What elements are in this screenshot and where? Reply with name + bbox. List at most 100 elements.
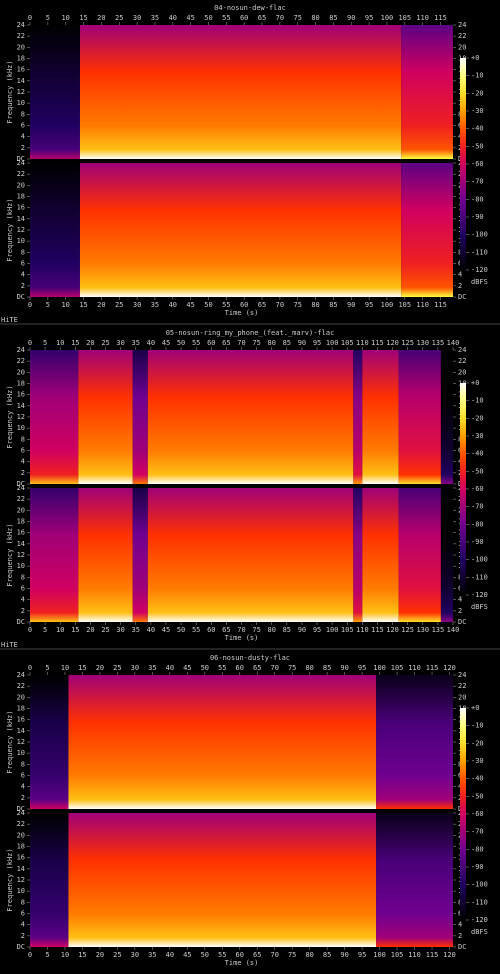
y-tick-label: 10 — [17, 562, 25, 570]
x-tick-label: 35 — [151, 301, 159, 309]
y-tick-label: 2 — [21, 607, 25, 615]
x-tick-label: 110 — [416, 301, 429, 309]
y-tick-label: 8 — [21, 898, 25, 906]
y-tick-label: 10 — [17, 749, 25, 757]
x-tick-label: 50 — [201, 951, 209, 959]
x-tick-label: 25 — [113, 664, 121, 672]
x-tick-label: 10 — [56, 339, 64, 347]
x-tick-label: 95 — [358, 664, 366, 672]
x-tick-label: 100 — [373, 951, 386, 959]
x-tick-label: 45 — [186, 14, 194, 22]
x-tick-label: 20 — [86, 339, 94, 347]
x-tick-label: 20 — [86, 626, 94, 634]
spectrum-section — [401, 163, 453, 297]
spectrum-section — [376, 813, 453, 947]
x-tick-label: 55 — [192, 339, 200, 347]
y-axis-label: Frequency (kHz) — [6, 523, 14, 586]
color-tick-label: -110 — [471, 573, 488, 581]
y-tick-label: 22 — [17, 820, 25, 828]
y-tick-label: 22 — [458, 682, 466, 690]
color-bar-label: dBFS — [471, 278, 488, 286]
y-tick-label: 8 — [21, 435, 25, 443]
y-tick-label: 22 — [17, 495, 25, 503]
y-tick-label: 20 — [17, 43, 25, 51]
x-tick-label: 100 — [373, 664, 386, 672]
y-tick-label: 2 — [21, 144, 25, 152]
x-tick-label: 70 — [276, 301, 284, 309]
y-tick-label: DC — [458, 943, 466, 951]
x-tick-label: 115 — [434, 301, 447, 309]
color-tick-label: -10 — [471, 397, 484, 405]
x-tick-label: 5 — [45, 951, 49, 959]
y-tick-label: 20 — [17, 181, 25, 189]
watermark: HiTE — [1, 641, 18, 649]
x-tick-label: 115 — [371, 339, 384, 347]
y-axis-label: Frequency (kHz) — [6, 198, 14, 261]
x-tick-label: 105 — [341, 339, 354, 347]
x-tick-label: 110 — [356, 339, 369, 347]
y-tick-label: 2 — [458, 607, 462, 615]
x-tick-label: 10 — [56, 626, 64, 634]
y-tick-label: 4 — [21, 596, 25, 604]
x-tick-label: 25 — [113, 951, 121, 959]
spectrum-section — [398, 350, 441, 484]
color-tick-label: -70 — [471, 503, 484, 511]
x-tick-label: 70 — [270, 951, 278, 959]
y-axis-label: Frequency (kHz) — [6, 385, 14, 448]
x-tick-label: 65 — [253, 951, 261, 959]
y-tick-label: 20 — [458, 368, 466, 376]
y-tick-label: 6 — [21, 772, 25, 780]
x-tick-label: 40 — [166, 664, 174, 672]
x-tick-label: 85 — [283, 626, 291, 634]
color-tick-label: -100 — [471, 231, 488, 239]
y-tick-label: DC — [17, 293, 25, 301]
y-tick-label: 16 — [17, 716, 25, 724]
x-tick-label: 50 — [204, 301, 212, 309]
spectrum-section — [30, 25, 80, 159]
x-tick-label: 80 — [267, 626, 275, 634]
x-tick-label: 105 — [391, 664, 404, 672]
y-tick-label: 12 — [17, 88, 25, 96]
y-tick-label: 2 — [21, 932, 25, 940]
x-tick-label: 10 — [61, 664, 69, 672]
x-tick-label: 60 — [240, 301, 248, 309]
color-tick-label: -10 — [471, 722, 484, 730]
x-tick-label: 105 — [398, 301, 411, 309]
x-tick-label: 140 — [447, 339, 460, 347]
y-tick-label: 8 — [21, 760, 25, 768]
x-tick-label: 90 — [347, 301, 355, 309]
y-tick-label: 18 — [17, 518, 25, 526]
spectrum-section — [401, 25, 453, 159]
x-tick-label: 60 — [236, 951, 244, 959]
x-tick-label: 105 — [398, 14, 411, 22]
x-tick-label: 30 — [116, 626, 124, 634]
y-tick-label: 10 — [17, 99, 25, 107]
spectrum-section — [132, 350, 148, 484]
x-tick-label: 135 — [432, 626, 445, 634]
x-tick-label: 0 — [28, 664, 32, 672]
y-tick-label: 10 — [17, 424, 25, 432]
y-tick-label: 14 — [17, 402, 25, 410]
color-bar — [460, 708, 466, 920]
x-tick-label: 15 — [79, 301, 87, 309]
x-tick-label: 120 — [443, 951, 456, 959]
x-tick-label: 25 — [101, 626, 109, 634]
spectrum-section — [68, 813, 377, 947]
x-tick-label: 110 — [408, 664, 421, 672]
x-tick-label: 50 — [177, 339, 185, 347]
x-tick-label: 115 — [426, 951, 439, 959]
x-tick-label: 15 — [78, 951, 86, 959]
x-tick-label: 5 — [46, 14, 50, 22]
x-tick-label: 15 — [71, 339, 79, 347]
x-tick-label: 100 — [326, 339, 339, 347]
y-tick-label: 2 — [21, 794, 25, 802]
color-tick-label: -40 — [471, 125, 484, 133]
x-tick-label: 80 — [305, 664, 313, 672]
x-tick-label: 80 — [305, 951, 313, 959]
x-tick-label: 70 — [276, 14, 284, 22]
color-tick-label: -80 — [471, 845, 484, 853]
y-tick-label: 22 — [17, 170, 25, 178]
x-tick-label: 35 — [148, 951, 156, 959]
y-tick-label: 2 — [458, 282, 462, 290]
